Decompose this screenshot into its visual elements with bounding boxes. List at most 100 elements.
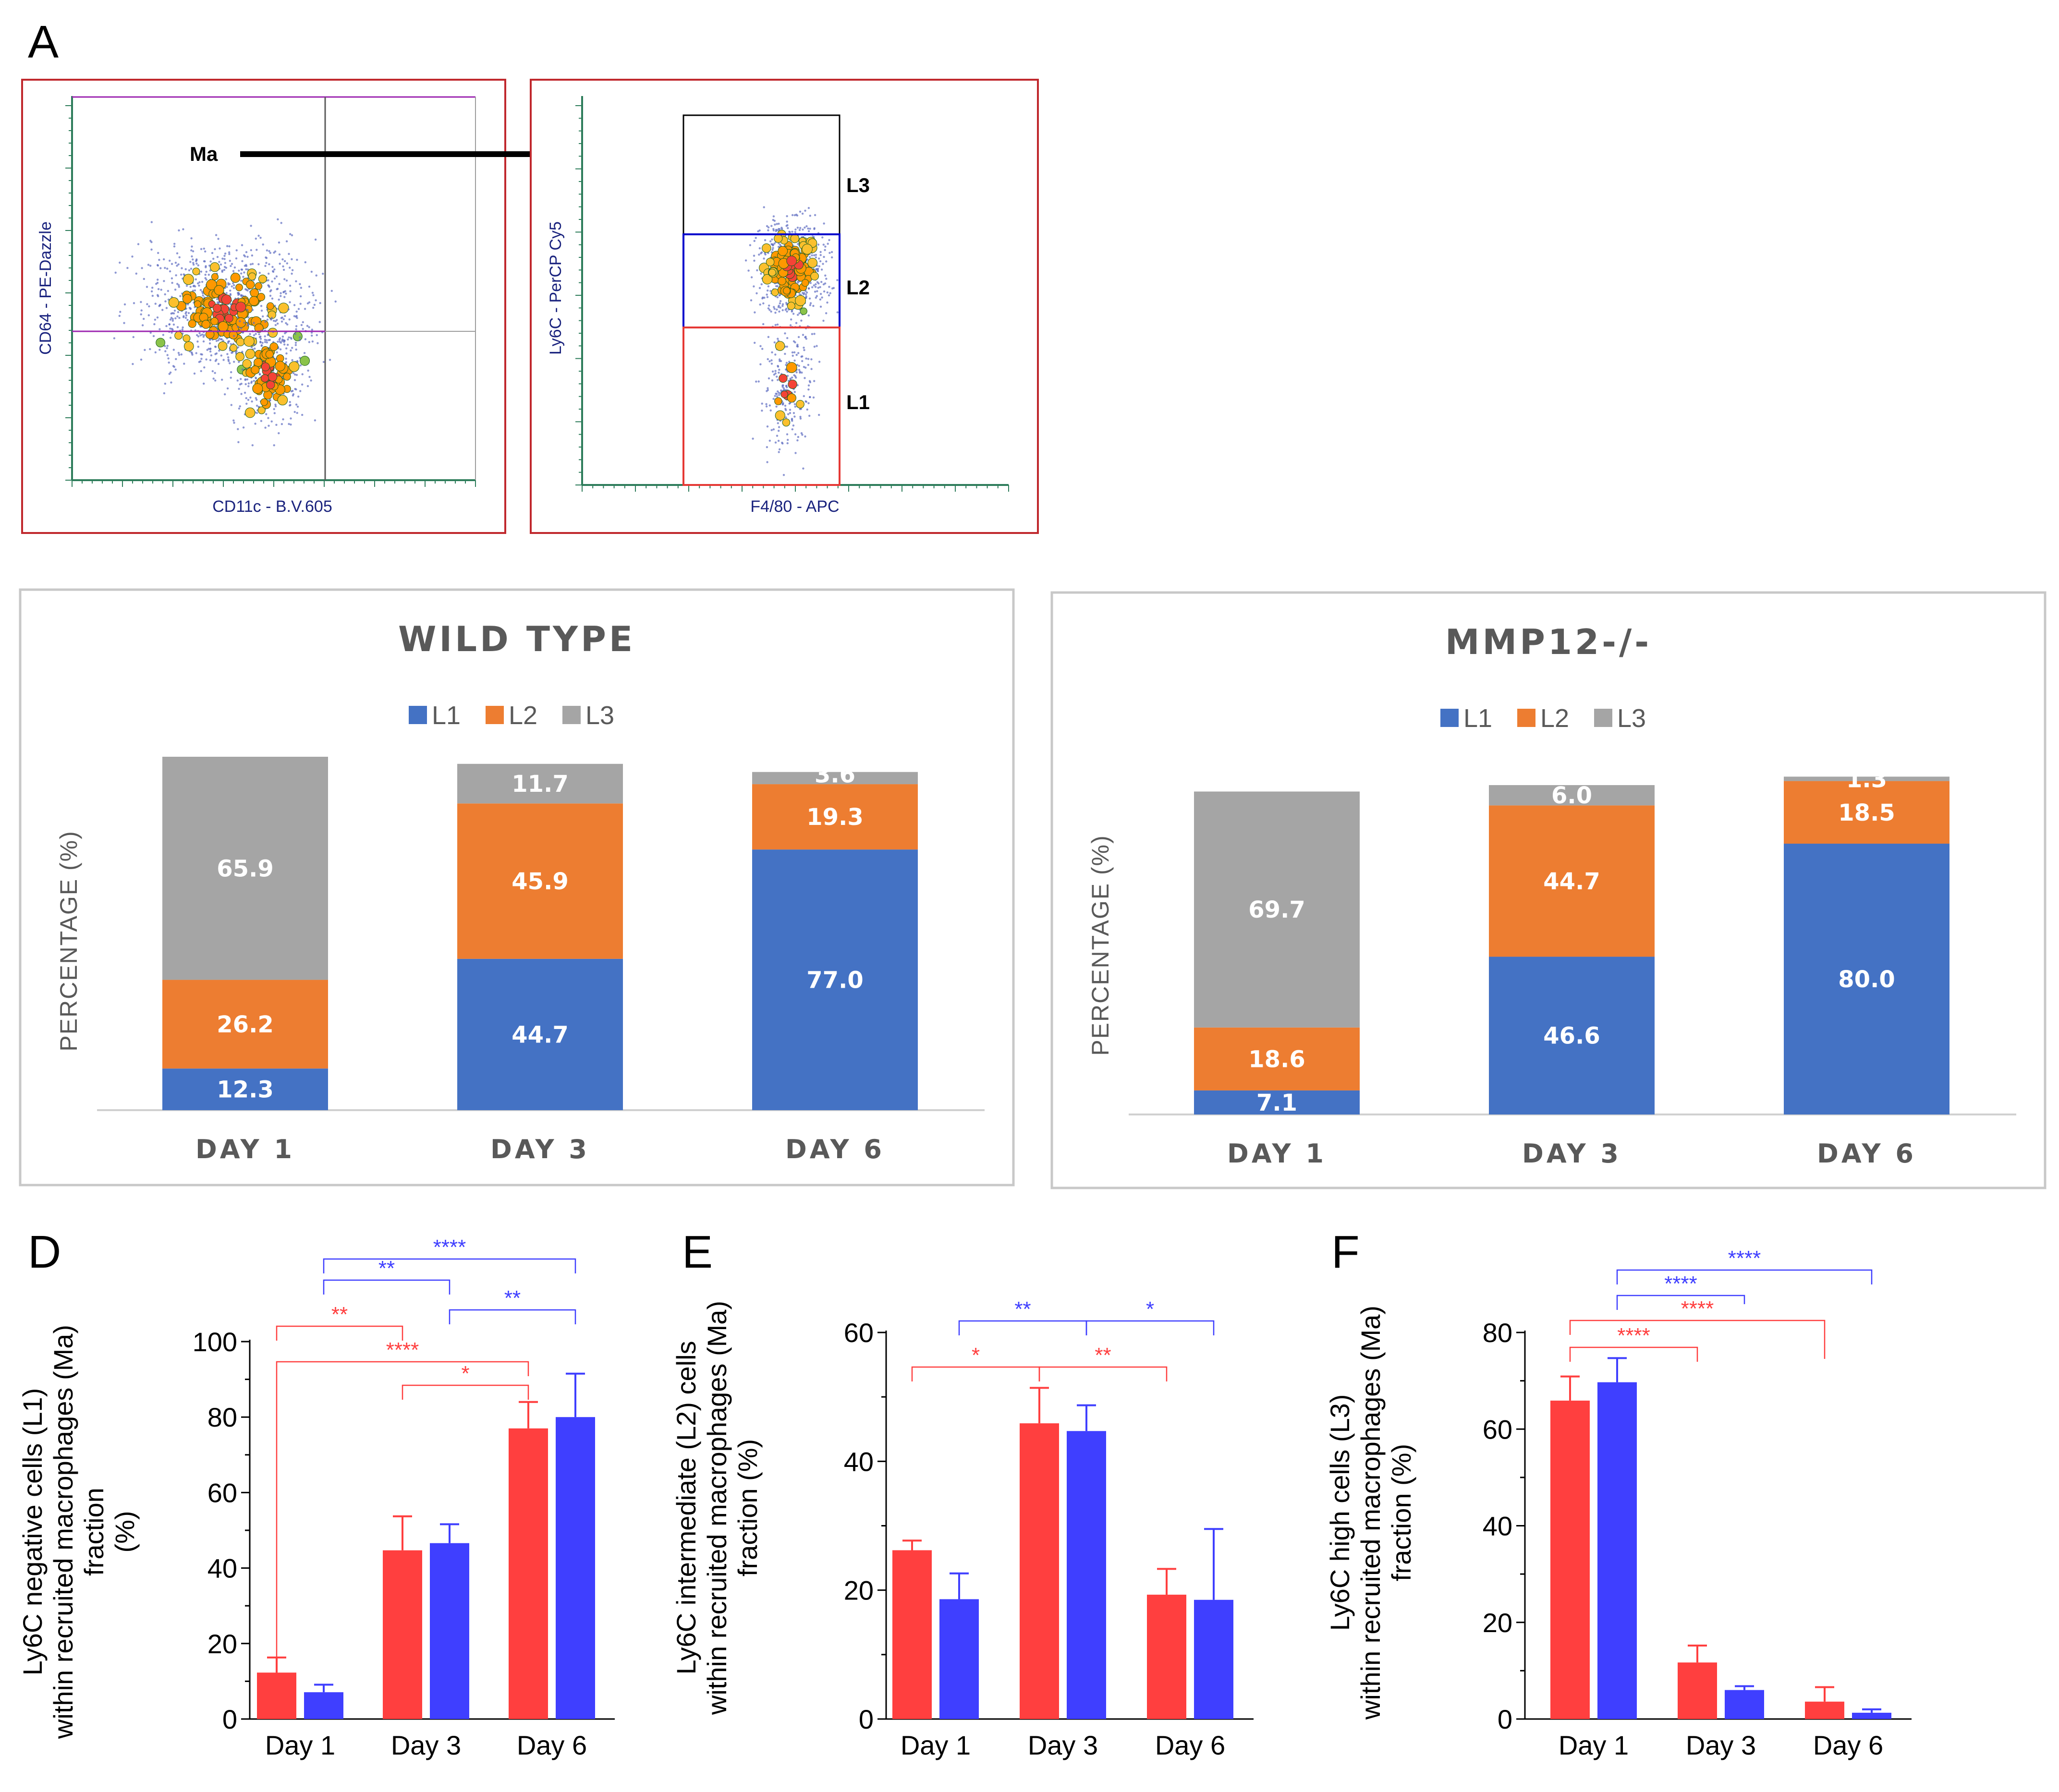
event-dot (799, 408, 802, 411)
category-label: Day 6 (1155, 1730, 1225, 1760)
event-dot (782, 474, 785, 476)
event-dot (296, 360, 299, 363)
y-axis-label-line: Ly6C high cells (L3) (1325, 1394, 1355, 1631)
event-dot (193, 372, 196, 375)
event-dot (150, 248, 153, 251)
event-dot (175, 358, 177, 360)
event-dot (785, 385, 788, 387)
event-dot (224, 262, 227, 264)
event-dot (758, 229, 761, 232)
event-dot (789, 409, 792, 411)
event-dot (778, 304, 780, 307)
event-dot (271, 280, 273, 283)
event-dot (243, 321, 245, 324)
density-dot (192, 267, 200, 276)
chart-title: MMP12-/- (1445, 622, 1652, 662)
event-dot (227, 340, 230, 343)
event-dot (113, 337, 116, 339)
density-dot (201, 320, 211, 329)
gate-label-l3: L3 (846, 174, 870, 196)
event-dot (223, 254, 226, 257)
event-dot (322, 361, 325, 363)
event-dot (233, 266, 236, 269)
event-dot (296, 405, 299, 408)
event-dot (285, 347, 288, 350)
event-dot (807, 402, 810, 404)
event-dot (295, 325, 298, 327)
event-dot (255, 237, 257, 240)
y-tick-label: 0 (222, 1704, 237, 1734)
y-axis-label-line: fraction (79, 1488, 109, 1576)
event-dot (771, 379, 774, 382)
density-dot (800, 307, 807, 315)
event-dot (198, 281, 201, 283)
event-dot (148, 305, 150, 308)
legend-label-l2: L2 (1540, 704, 1569, 733)
event-dot (750, 276, 753, 278)
density-dot (265, 350, 274, 359)
event-dot (221, 257, 224, 260)
event-dot (769, 409, 772, 412)
event-dot (233, 335, 235, 337)
density-dot (182, 294, 192, 304)
event-dot (776, 229, 779, 231)
event-dot (146, 303, 148, 305)
event-dot (816, 290, 818, 292)
event-dot (775, 405, 778, 408)
event-dot (154, 303, 157, 305)
event-dot (222, 359, 225, 361)
bar-mmp12 (304, 1692, 343, 1719)
event-dot (776, 223, 778, 225)
event-dot (318, 321, 321, 323)
category-label: Day 3 (1028, 1730, 1098, 1760)
event-dot (278, 241, 280, 244)
event-dot (226, 387, 229, 390)
event-dot (238, 407, 241, 410)
density-dot (235, 352, 244, 362)
event-dot (767, 289, 769, 292)
event-dot (244, 391, 246, 394)
event-dot (180, 353, 183, 356)
event-dot (216, 256, 219, 258)
event-dot (306, 385, 309, 387)
event-dot (181, 328, 183, 331)
significance-bracket (402, 1384, 529, 1400)
event-dot (312, 306, 315, 309)
significance-stars: **** (1664, 1272, 1697, 1296)
chart-ly6c-high: 0 20 40 60 80 Ly6C high cells (L3) within recr… (1325, 1247, 1912, 1760)
event-dot (147, 264, 150, 266)
category-label: Day 1 (901, 1730, 971, 1760)
event-dot (149, 348, 151, 351)
event-dot (280, 320, 283, 323)
event-dot (302, 327, 304, 330)
event-dot (334, 300, 337, 303)
y-tick-label: 40 (844, 1446, 874, 1477)
event-dot (805, 291, 808, 294)
event-dot (290, 424, 292, 426)
event-dot (306, 302, 309, 304)
significance-stars: * (461, 1362, 469, 1385)
density-dot (778, 246, 788, 256)
event-dot (282, 265, 284, 267)
event-dot (295, 280, 297, 282)
event-dot (269, 252, 271, 254)
density-dot (156, 338, 165, 348)
event-dot (157, 252, 159, 254)
density-dot (775, 341, 785, 351)
event-dot (262, 243, 264, 246)
data-label-l3: 65.9 (217, 855, 273, 882)
event-dot (137, 243, 140, 245)
category-label: DAY 6 (1817, 1138, 1916, 1169)
event-dot (208, 342, 211, 345)
event-dot (289, 401, 291, 403)
data-label-l3: 3.6 (815, 762, 855, 788)
density-dot (775, 410, 785, 421)
event-dot (163, 258, 165, 261)
flow-left-x-label: CD11c - B.V.605 (212, 497, 332, 516)
event-dot (820, 281, 823, 283)
event-dot (824, 274, 827, 277)
event-dot (238, 293, 241, 295)
event-dot (286, 262, 288, 265)
event-dot (774, 370, 777, 372)
y-tick-label: 20 (207, 1629, 237, 1659)
